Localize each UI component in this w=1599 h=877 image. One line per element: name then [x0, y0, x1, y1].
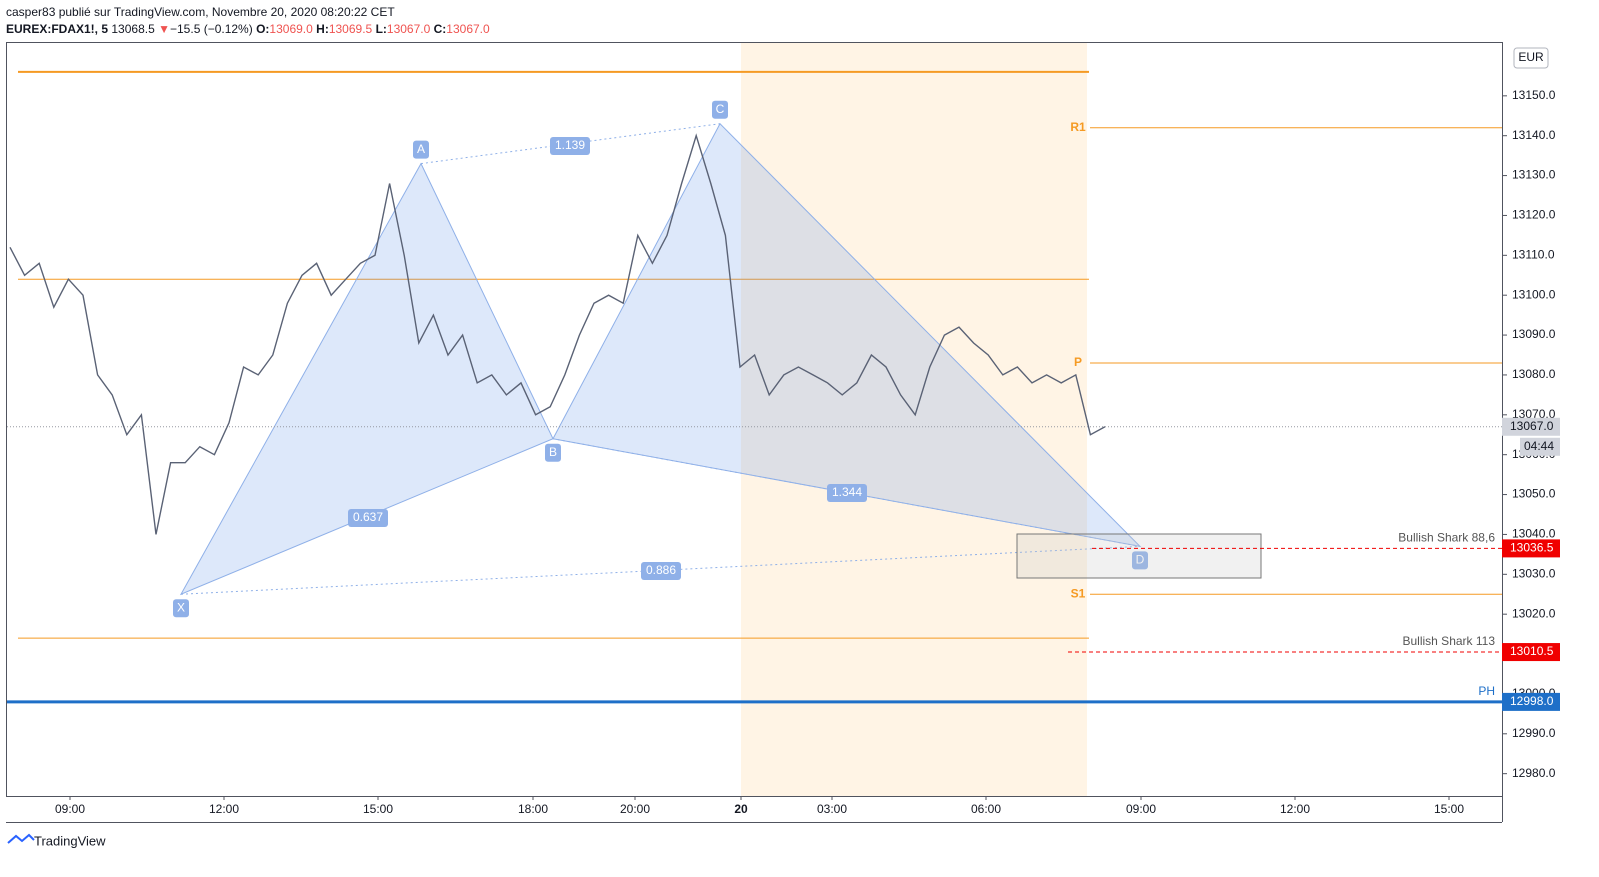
- header: casper83 publié sur TradingView.com, Nov…: [6, 4, 490, 38]
- arrow: ▼: [158, 22, 170, 36]
- session-shade: [741, 42, 1087, 796]
- pattern-point-label: X: [177, 600, 185, 614]
- pattern-point-box: [712, 100, 728, 119]
- pattern-point-box: [173, 599, 189, 618]
- ratio-box: [641, 562, 681, 580]
- price-tag: [1502, 539, 1560, 558]
- currency-box: [1513, 47, 1549, 69]
- x-tick-label: 20:00: [620, 802, 650, 816]
- pattern-point-label: C: [716, 102, 725, 116]
- y-tick-label: 12980.0: [1512, 766, 1556, 780]
- countdown: 04:44: [1524, 439, 1554, 453]
- pattern-point-label: D: [1136, 553, 1145, 567]
- pattern-point-box: [545, 443, 561, 462]
- pattern-point-box: [1132, 551, 1148, 570]
- x-tick-label: 03:00: [817, 802, 847, 816]
- ratio-label: 1.344: [832, 485, 862, 499]
- price-tag: [1502, 643, 1560, 662]
- price-tag-label: 12998.0: [1510, 694, 1554, 708]
- y-tick-label: 12990.0: [1512, 726, 1556, 740]
- x-tick-label: 09:00: [55, 802, 85, 816]
- author-line: casper83 publié sur TradingView.com, Nov…: [6, 5, 395, 19]
- y-tick-label: 13110.0: [1512, 247, 1555, 261]
- price-tag-label: 13010.5: [1510, 644, 1554, 658]
- x-tick-label: 15:00: [363, 802, 393, 816]
- x-tick-label: 15:00: [1434, 802, 1464, 816]
- symbol: EUREX:FDAX1!, 5: [6, 22, 109, 36]
- ratio-box: [827, 484, 867, 502]
- price-tag-label: 13036.5: [1510, 541, 1554, 555]
- ohlc-line: EUREX:FDAX1!, 5 13068.5 ▼−15.5 (−0.12%) …: [6, 21, 490, 38]
- y-tick-label: 13030.0: [1512, 566, 1556, 580]
- l: 13067.0: [386, 22, 431, 36]
- price-tag: [1502, 692, 1560, 711]
- x-tick-label: 12:00: [1280, 802, 1310, 816]
- x-tick-label: 18:00: [518, 802, 548, 816]
- brand: TradingView: [34, 833, 106, 848]
- pivot-label: P: [1074, 355, 1082, 369]
- ratio-label: 0.886: [646, 563, 676, 577]
- price-line: [9, 133, 1106, 535]
- pivot-label: R1: [1070, 120, 1086, 134]
- y-tick-label: 13140.0: [1512, 128, 1556, 142]
- target-name: Bullish Shark 113: [1403, 634, 1496, 648]
- o-label: O:: [256, 22, 270, 36]
- pivot-label: S1: [1071, 586, 1086, 600]
- brand-logo: [7, 833, 35, 844]
- ratio-box: [348, 509, 388, 527]
- y-tick-label: 13070.0: [1512, 407, 1556, 421]
- pattern-point-box: [413, 140, 429, 159]
- x-tick-label: 12:00: [209, 802, 239, 816]
- price-tag: [1502, 417, 1560, 436]
- y-tick-label: 13020.0: [1512, 606, 1556, 620]
- x-tick-label: 09:00: [1126, 802, 1156, 816]
- y-tick-label: 13040.0: [1512, 527, 1556, 541]
- h: 13069.5: [328, 22, 373, 36]
- pattern-xab: [179, 162, 554, 596]
- ratio-box: [550, 137, 590, 155]
- prz-box: [1016, 533, 1262, 579]
- c-label: C:: [433, 22, 447, 36]
- y-tick-label: 13100.0: [1512, 287, 1556, 301]
- c: 13067.0: [446, 22, 490, 36]
- countdown-box: [1520, 437, 1560, 456]
- y-tick-label: 13090.0: [1512, 327, 1556, 341]
- h-label: H:: [316, 22, 329, 36]
- o: 13069.0: [269, 22, 313, 36]
- last: 13068.5: [111, 22, 155, 36]
- y-tick-label: 13150.0: [1512, 88, 1556, 102]
- currency: EUR: [1518, 50, 1544, 64]
- pattern-point-label: A: [417, 142, 425, 156]
- change: −15.5 (−0.12%): [170, 22, 253, 36]
- price-tag-label: 13067.0: [1510, 419, 1554, 433]
- x-tick-label: 06:00: [971, 802, 1001, 816]
- y-tick-label: 13050.0: [1512, 487, 1556, 501]
- y-tick-label: 13130.0: [1512, 168, 1556, 182]
- ratio-label: 0.637: [353, 510, 383, 524]
- l-label: L:: [375, 22, 387, 36]
- pattern-point-label: B: [549, 445, 557, 459]
- layer: 12980.012990.013000.013010.013020.013030…: [7, 70, 1560, 816]
- target-name: Bullish Shark 88,6: [1398, 531, 1495, 545]
- y-tick-label: 13120.0: [1512, 208, 1556, 222]
- y-tick-label: 13080.0: [1512, 367, 1556, 381]
- x-tick-label: 20: [734, 802, 748, 816]
- ratio-label: 1.139: [555, 138, 585, 152]
- ph-name: PH: [1478, 684, 1495, 698]
